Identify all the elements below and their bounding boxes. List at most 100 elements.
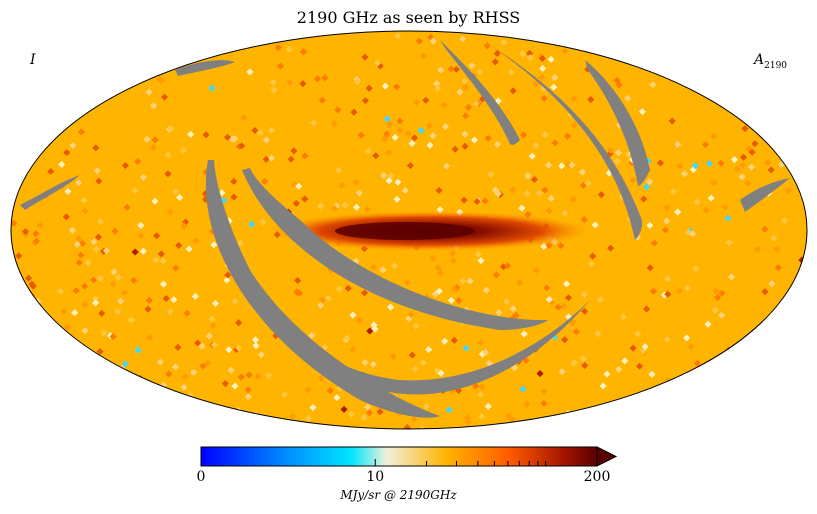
sky-pixel [712,287,720,295]
sky-pixel [176,193,184,201]
sky-pixel [770,234,778,242]
sky-pixel [692,265,700,273]
sky-pixel [711,306,719,314]
sky-pixel [484,402,492,410]
sky-pixel [158,76,166,85]
sky-pixel [422,96,430,104]
sky-pixel [238,142,246,150]
sky-pixel [411,365,419,373]
sky-pixel [754,245,762,253]
sky-pixel [473,197,481,206]
sky-pixel [431,290,439,298]
sky-pixel [301,152,309,160]
sky-pixel [680,170,689,178]
sky-pixel [551,139,559,147]
sky-pixel [449,249,457,257]
sky-pixel [165,370,173,378]
sky-pixel [441,123,450,131]
sky-pixel [167,125,175,133]
component-label: A2190 [754,52,788,71]
sky-pixel [153,232,161,240]
mask-strip-3 [215,200,590,395]
sky-pixel [338,181,346,189]
sky-pixel [561,336,569,344]
sky-pixel [536,370,544,378]
mask-strip-6 [175,60,235,76]
sky-pixel [422,403,430,411]
sky-pixel [441,337,449,345]
sky-pixel [629,344,637,352]
sky-pixel [477,391,485,399]
sky-pixel [171,363,179,371]
sky-pixel [230,177,238,185]
sky-pixel [396,117,404,125]
sky-pixel [340,405,348,413]
sky-pixel [683,334,691,342]
sky-pixel [180,222,188,230]
sky-pixel [425,346,433,354]
colorbar-tick-label: 10 [366,469,385,485]
sky-pixel [231,382,239,390]
sky-pixel [728,273,736,281]
sky-pixel [505,412,513,420]
sky-pixel [326,386,334,395]
sky-pixel [445,406,453,414]
sky-pixel [412,322,420,330]
sky-pixel [650,239,658,247]
sky-pixel [383,115,391,123]
sky-pixel [455,297,463,305]
sky-pixel [714,293,722,302]
sky-pixel [538,54,546,62]
sky-pixel [550,83,558,91]
sky-pixel [426,141,434,149]
sky-pixel [578,168,586,176]
mask-strip-9 [20,175,80,210]
sky-pixel [579,355,587,363]
sky-pixel [223,276,231,284]
sky-pixel [410,415,418,423]
sky-pixel [570,359,578,367]
sky-pixel [597,191,605,199]
sky-pixel [503,298,511,306]
sky-pixel [352,203,360,211]
sky-pixel [389,352,397,361]
colorbar-units: MJy/sr @ 2190GHz [340,488,457,502]
sky-pixel [440,101,448,109]
sky-pixel [538,73,546,81]
sky-pixel [236,239,244,247]
sky-pixel [139,247,147,255]
sky-pixel [145,88,153,96]
colorbar-tick-label: 0 [196,469,206,485]
sky-pixel [649,287,658,295]
sky-pixel [443,162,451,170]
sky-pixel [419,359,427,367]
sky-pixel [460,196,468,204]
sky-pixel [343,334,351,342]
sky-pixel [393,195,401,203]
sky-pixel [174,343,182,351]
sky-pixel [256,129,264,137]
sky-pixel [629,176,637,184]
stokes-label: I [30,52,36,68]
sky-pixel [166,208,174,216]
sky-pixel [452,65,460,73]
sky-pixel [418,426,426,429]
sky-pixel [491,58,499,66]
sky-pixel [704,320,712,328]
sky-pixel [547,194,555,203]
sky-pixel [520,131,528,139]
sky-pixel [235,344,243,352]
map-boundary [10,30,808,430]
sky-pixel [462,344,470,352]
sky-pixel [150,102,158,110]
sky-pixel [451,145,459,153]
sky-pixel [292,199,300,207]
mask-strip-2 [242,168,548,330]
sky-pixel [415,37,423,45]
sky-pixel [194,339,202,347]
sky-pixel [164,170,172,178]
sky-pixel [450,285,458,293]
sky-pixel [509,186,517,194]
sky-pixel [523,400,531,408]
sky-pixel [254,372,262,380]
